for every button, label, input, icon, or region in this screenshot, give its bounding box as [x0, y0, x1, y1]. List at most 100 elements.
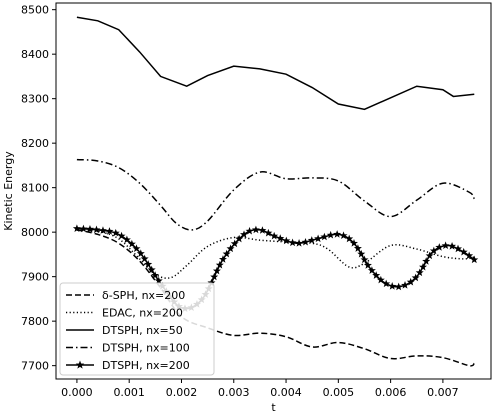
legend-label: δ-SPH, nx=200: [102, 289, 185, 302]
series-marker: [282, 236, 291, 245]
y-axis-label: Kinetic Energy: [2, 151, 15, 231]
series-marker: [240, 230, 249, 238]
series-marker: [98, 226, 107, 234]
x-tick-label: 0.006: [375, 386, 407, 399]
legend-marker: [75, 360, 85, 369]
series-marker: [307, 236, 316, 244]
series-marker: [367, 266, 376, 274]
series-marker: [72, 224, 81, 232]
series-marker: [349, 239, 358, 247]
series-marker: [151, 271, 160, 279]
x-tick-label: 0.001: [113, 386, 145, 399]
series-marker: [117, 231, 126, 240]
series-marker: [111, 228, 120, 237]
series-line: [76, 158, 475, 231]
series-marker: [207, 278, 216, 287]
x-tick-label: 0.002: [166, 386, 198, 399]
axis-ticks: 0.000 0.001 0.002 0.003 0.004 0.005 0.006 0.007…: [21, 4, 459, 399]
series-marker: [339, 231, 348, 240]
series-marker: [320, 232, 329, 241]
series-marker: [210, 272, 219, 281]
series-marker: [333, 230, 342, 238]
series-marker: [212, 266, 221, 275]
legend-label: DTSPH, nx=100: [102, 342, 190, 355]
y-tick-label: 8200: [21, 137, 49, 150]
series-marker: [363, 261, 372, 269]
y-tick-label: 7700: [21, 360, 49, 373]
series-marker: [136, 249, 145, 257]
series-marker: [422, 257, 431, 265]
series-marker: [401, 281, 410, 289]
y-tick-label: 8300: [21, 93, 49, 106]
series-marker: [295, 239, 304, 247]
legend: δ-SPH, nx=200 EDAC, nx=200 DTSPH, nx=50 DTS…: [59, 282, 215, 376]
series-marker: [251, 225, 260, 234]
series-marker: [376, 275, 385, 284]
x-tick-label: 0.003: [218, 386, 250, 399]
series-marker: [245, 226, 254, 235]
series-marker: [144, 260, 153, 268]
series-marker: [288, 238, 297, 247]
series-marker: [394, 282, 403, 291]
series-marker: [222, 249, 231, 258]
y-tick-label: 7800: [21, 315, 49, 328]
y-tick-label: 7900: [21, 271, 49, 284]
series-marker: [154, 276, 163, 285]
series-layer: [72, 16, 479, 367]
series-marker: [372, 271, 381, 279]
series-marker: [441, 241, 450, 250]
x-tick-label: 0.007: [427, 386, 459, 399]
series-marker: [357, 249, 366, 258]
series-marker: [411, 273, 420, 282]
series-marker: [92, 225, 101, 234]
series-marker: [406, 277, 415, 286]
series-marker: [470, 255, 479, 264]
legend-label: DTSPH, nx=50: [102, 324, 183, 337]
x-tick-label: 0.000: [61, 386, 93, 399]
series-marker: [360, 255, 369, 264]
series-line: [76, 229, 475, 367]
series-marker: [235, 234, 244, 243]
series-marker: [345, 234, 354, 243]
y-tick-label: 8400: [21, 48, 49, 61]
series-marker: [382, 279, 391, 288]
series-marker: [301, 237, 310, 246]
legend-label: DTSPH, nx=200: [102, 359, 190, 372]
series-marker: [79, 224, 88, 233]
series-marker: [425, 251, 434, 260]
legend-box: [59, 282, 215, 376]
series-marker: [218, 255, 227, 263]
series-marker: [276, 234, 285, 242]
series-marker: [230, 239, 239, 248]
series-marker: [127, 239, 136, 248]
series-marker: [85, 225, 94, 233]
y-tick-label: 8100: [21, 182, 49, 195]
series-marker: [353, 244, 362, 252]
series-marker: [226, 244, 235, 253]
x-tick-label: 0.005: [323, 386, 355, 399]
series-marker: [140, 254, 149, 263]
x-tick-label: 0.004: [270, 386, 302, 399]
y-tick-label: 8000: [21, 226, 49, 239]
series-marker: [459, 247, 468, 256]
series-marker: [435, 243, 444, 251]
series-marker: [314, 234, 323, 243]
series-marker: [147, 265, 156, 274]
series-marker: [388, 282, 397, 290]
series-marker: [326, 230, 335, 239]
series-marker: [429, 246, 438, 255]
series-line: [76, 16, 475, 111]
series-marker: [258, 226, 267, 234]
series-marker: [215, 260, 224, 269]
series-marker: [122, 235, 131, 244]
series-marker: [448, 241, 457, 250]
series-marker: [419, 262, 428, 271]
series-marker: [264, 228, 273, 237]
series-marker: [270, 231, 279, 240]
x-axis-label: t: [271, 401, 276, 414]
legend-label: EDAC, nx=200: [102, 307, 183, 320]
plot-frame: [55, 2, 492, 380]
y-tick-label: 8500: [21, 4, 49, 17]
series-marker: [415, 268, 424, 277]
